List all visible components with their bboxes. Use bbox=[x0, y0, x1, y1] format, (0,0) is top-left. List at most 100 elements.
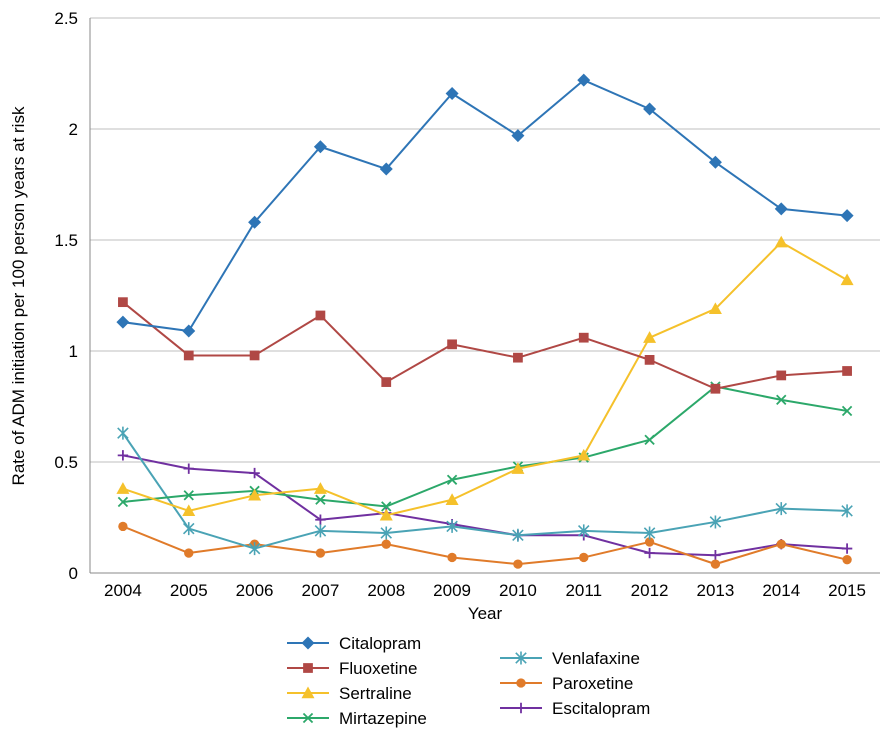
data-point-plus bbox=[644, 547, 655, 559]
series-escitalopram bbox=[117, 450, 853, 561]
axes bbox=[89, 18, 880, 574]
x-tick-label: 2014 bbox=[762, 581, 800, 600]
legend: Citalopram Fluoxetine Sertraline Mirtazepin… bbox=[287, 634, 650, 728]
y-axis-title: Rate of ADM initiation per 100 person ye… bbox=[9, 106, 28, 485]
data-point-x bbox=[446, 474, 458, 485]
data-point-square bbox=[303, 663, 313, 673]
data-point-plus bbox=[710, 550, 721, 561]
legend-item-mirtazepine: Mirtazepine bbox=[287, 709, 427, 728]
x-tick-label: 2010 bbox=[499, 581, 537, 600]
data-point-x bbox=[315, 494, 326, 505]
series-line-escitalopram bbox=[122, 454, 848, 557]
data-point-triangle bbox=[313, 482, 327, 494]
series-line-venlafaxine bbox=[122, 432, 848, 550]
data-point-plus bbox=[117, 450, 129, 461]
data-point-x bbox=[381, 501, 392, 512]
x-tick-label: 2011 bbox=[565, 581, 602, 600]
data-point-triangle bbox=[708, 302, 722, 315]
data-point-square bbox=[249, 350, 260, 361]
data-point-square bbox=[776, 370, 787, 381]
data-point-plus bbox=[249, 467, 260, 479]
series-sertraline bbox=[116, 235, 854, 521]
data-point-asterisk bbox=[775, 502, 788, 516]
gridlines bbox=[90, 17, 880, 463]
data-point-triangle bbox=[301, 686, 315, 699]
series-line-citalopram bbox=[122, 79, 848, 333]
data-point-asterisk bbox=[446, 519, 458, 533]
data-point-diamond bbox=[379, 162, 393, 176]
data-point-triangle bbox=[774, 235, 788, 248]
data-point-asterisk bbox=[117, 426, 129, 440]
data-point-triangle bbox=[577, 448, 591, 461]
x-tick-label: 2012 bbox=[631, 581, 669, 600]
legend-label: Fluoxetine bbox=[339, 659, 417, 678]
series-citalopram bbox=[116, 73, 854, 338]
data-point-square bbox=[183, 350, 194, 361]
legend-label: Mirtazepine bbox=[339, 709, 427, 728]
data-point-triangle bbox=[182, 504, 196, 517]
legend-item-citalopram: Citalopram bbox=[287, 634, 421, 653]
data-point-diamond bbox=[248, 215, 262, 229]
series-venlafaxine bbox=[117, 426, 853, 556]
y-tick-label: 1.5 bbox=[54, 231, 78, 250]
data-point-asterisk bbox=[314, 524, 327, 538]
data-point-circle bbox=[315, 548, 326, 558]
series-line-fluoxetine bbox=[122, 301, 848, 390]
data-point-circle bbox=[118, 521, 128, 532]
data-point-diamond bbox=[445, 86, 459, 100]
legend-label: Paroxetine bbox=[552, 674, 633, 693]
data-point-x bbox=[183, 490, 194, 501]
x-tick-label: 2007 bbox=[302, 581, 340, 600]
series-mirtazepine bbox=[117, 381, 853, 512]
data-point-square bbox=[842, 366, 852, 376]
data-point-triangle bbox=[445, 493, 459, 505]
data-point-diamond bbox=[774, 202, 788, 216]
data-point-asterisk bbox=[512, 528, 524, 542]
x-tick-label: 2006 bbox=[236, 581, 274, 600]
legend-item-escitalopram: Escitalopram bbox=[500, 699, 650, 718]
legend-label: Citalopram bbox=[339, 634, 421, 653]
data-point-diamond bbox=[511, 129, 525, 143]
y-tick-label: 0 bbox=[69, 564, 78, 583]
data-point-diamond bbox=[301, 636, 315, 650]
legend-item-fluoxetine: Fluoxetine bbox=[287, 659, 417, 678]
legend-label: Escitalopram bbox=[552, 699, 650, 718]
series-line-mirtazepine bbox=[122, 385, 848, 508]
series-fluoxetine bbox=[118, 297, 852, 394]
data-point-circle bbox=[710, 559, 721, 569]
data-point-circle bbox=[644, 537, 655, 547]
data-point-diamond bbox=[182, 324, 196, 338]
data-point-circle bbox=[776, 539, 786, 549]
data-point-asterisk bbox=[841, 504, 853, 518]
data-point-asterisk bbox=[643, 526, 656, 540]
data-point-circle bbox=[447, 552, 457, 563]
data-point-diamond bbox=[313, 140, 327, 154]
data-point-square bbox=[578, 332, 589, 343]
data-point-circle bbox=[516, 678, 526, 688]
legend-item-venlafaxine: Venlafaxine bbox=[500, 649, 640, 668]
data-point-circle bbox=[184, 548, 194, 558]
x-tick-labels: 2004 2005 2006 2007 2008 2009 2010 2011 2012 2013… bbox=[104, 581, 866, 600]
data-point-square bbox=[381, 377, 392, 387]
y-tick-label: 2.5 bbox=[54, 9, 78, 28]
y-tick-label: 1 bbox=[69, 342, 78, 361]
data-point-asterisk bbox=[577, 524, 590, 538]
data-point-square bbox=[118, 297, 128, 308]
x-tick-label: 2009 bbox=[433, 581, 471, 600]
data-point-asterisk bbox=[182, 522, 195, 536]
data-point-x bbox=[117, 496, 129, 508]
data-point-asterisk bbox=[515, 651, 527, 665]
data-point-triangle bbox=[116, 482, 130, 494]
data-point-x bbox=[776, 394, 787, 406]
data-point-asterisk bbox=[380, 526, 393, 540]
series-line-paroxetine bbox=[122, 525, 848, 566]
data-point-x bbox=[302, 712, 314, 724]
data-point-diamond bbox=[643, 102, 657, 116]
y-tick-label: 2 bbox=[69, 120, 78, 139]
data-point-x bbox=[644, 434, 655, 445]
legend-item-sertraline: Sertraline bbox=[287, 684, 412, 703]
data-point-diamond bbox=[708, 155, 722, 169]
data-point-triangle bbox=[511, 462, 525, 474]
data-point-square bbox=[644, 355, 655, 365]
